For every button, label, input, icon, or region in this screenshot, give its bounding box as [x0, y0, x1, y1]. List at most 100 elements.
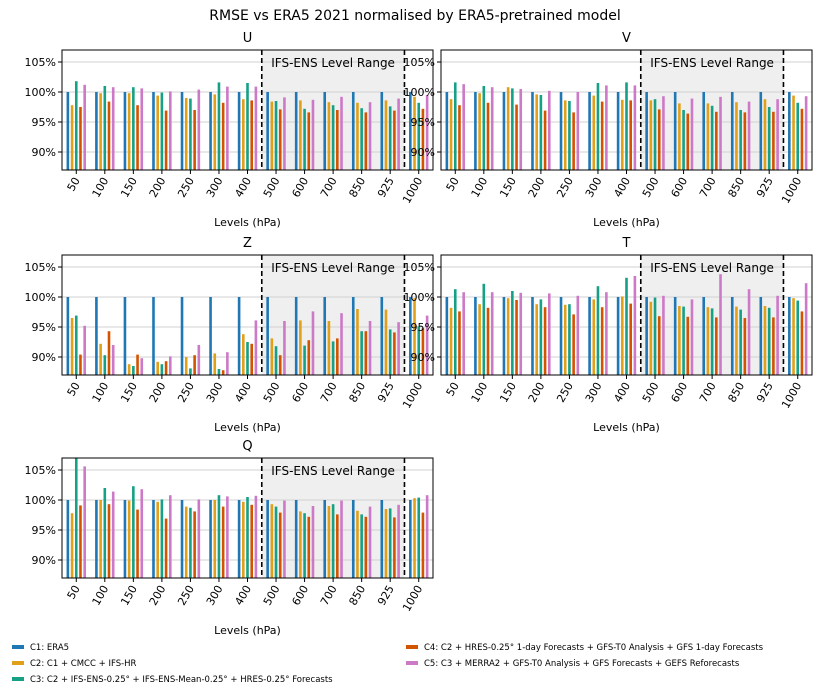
bar: [743, 318, 747, 375]
bar: [596, 286, 600, 375]
bar: [380, 500, 384, 578]
bar: [409, 92, 412, 170]
bar: [180, 500, 184, 578]
x-tick-label: 250: [554, 175, 576, 200]
bar: [633, 276, 637, 375]
bar: [311, 311, 315, 375]
bar: [747, 101, 751, 170]
bar: [197, 89, 201, 170]
bar: [458, 311, 461, 375]
x-tick-label: 1000: [400, 380, 425, 411]
bar: [95, 92, 98, 170]
bar: [531, 297, 534, 375]
bar: [462, 292, 465, 375]
bar: [788, 92, 791, 170]
x-tick-label: 200: [526, 380, 548, 405]
bar: [633, 85, 637, 170]
bar: [605, 85, 608, 170]
bar: [184, 506, 188, 578]
bar: [217, 495, 221, 578]
x-tick-label: 600: [289, 380, 311, 405]
bar: [502, 92, 506, 170]
x-axis-label: Levels (hPa): [214, 421, 281, 434]
y-tick-label: 105%: [25, 56, 56, 69]
bar: [776, 295, 779, 375]
bar: [368, 506, 372, 578]
x-tick-label: 100: [90, 175, 112, 200]
bar: [576, 92, 580, 170]
bar: [127, 93, 131, 170]
bar: [531, 92, 534, 170]
bar: [360, 514, 363, 578]
bar: [409, 500, 412, 578]
bar: [792, 298, 795, 375]
bar: [759, 297, 763, 375]
x-tick-label: 200: [526, 175, 548, 200]
x-tick-label: 600: [668, 380, 690, 405]
bar: [303, 108, 306, 170]
bar: [772, 317, 775, 375]
bar: [70, 318, 74, 375]
bar: [458, 105, 461, 170]
bar: [625, 82, 628, 170]
y-tick-label: 95%: [32, 524, 56, 537]
bar: [189, 507, 192, 578]
bar: [283, 500, 286, 578]
bar: [311, 99, 315, 170]
bar: [388, 329, 392, 375]
bar: [331, 504, 335, 578]
bar: [123, 92, 127, 170]
bar: [303, 513, 306, 578]
y-tick-label: 95%: [411, 116, 435, 129]
x-tick-label: 250: [175, 583, 197, 608]
bar: [189, 98, 192, 170]
x-tick-label: 925: [375, 583, 397, 608]
bar: [123, 500, 127, 578]
bar: [393, 332, 396, 375]
bar: [299, 511, 302, 578]
range-label: IFS-ENS Level Range: [650, 261, 774, 275]
bar: [743, 112, 747, 170]
bar: [193, 110, 196, 170]
range-label: IFS-ENS Level Range: [271, 464, 395, 478]
bar: [250, 100, 253, 170]
bar: [462, 84, 465, 170]
x-tick-label: 700: [697, 175, 719, 200]
bar: [283, 321, 286, 375]
bar: [421, 512, 425, 578]
bar: [160, 92, 164, 170]
bar: [266, 297, 269, 375]
y-tick-label: 90%: [411, 146, 435, 159]
bar: [107, 504, 111, 578]
x-tick-label: 150: [118, 583, 140, 608]
x-tick-label: 925: [754, 175, 776, 200]
bar: [364, 112, 368, 170]
x-tick-label: 400: [611, 380, 633, 405]
bar: [649, 301, 653, 375]
bar: [246, 83, 249, 170]
x-axis-label: Levels (hPa): [214, 624, 281, 637]
bar: [453, 82, 457, 170]
bar: [653, 99, 657, 170]
x-tick-label: 500: [261, 175, 283, 200]
legend-swatch: [12, 645, 24, 649]
bar: [226, 496, 229, 578]
bar: [270, 101, 274, 170]
bar: [763, 99, 767, 170]
bar: [221, 370, 225, 375]
bar: [323, 92, 327, 170]
bar: [197, 499, 201, 578]
bar: [99, 343, 102, 375]
x-tick-label: 300: [204, 583, 226, 608]
bar: [673, 92, 677, 170]
bar: [482, 283, 486, 375]
x-tick-label: 1000: [779, 380, 804, 411]
chart-panel-q: 90% 95% 100% 105% IFS-ENS Level Range Q 50 100 1…: [25, 439, 434, 637]
bar: [588, 92, 591, 170]
bar: [678, 306, 681, 375]
bar: [649, 100, 653, 170]
x-tick-label: 400: [232, 583, 254, 608]
bar: [706, 307, 710, 375]
y-tick-label: 95%: [32, 321, 56, 334]
